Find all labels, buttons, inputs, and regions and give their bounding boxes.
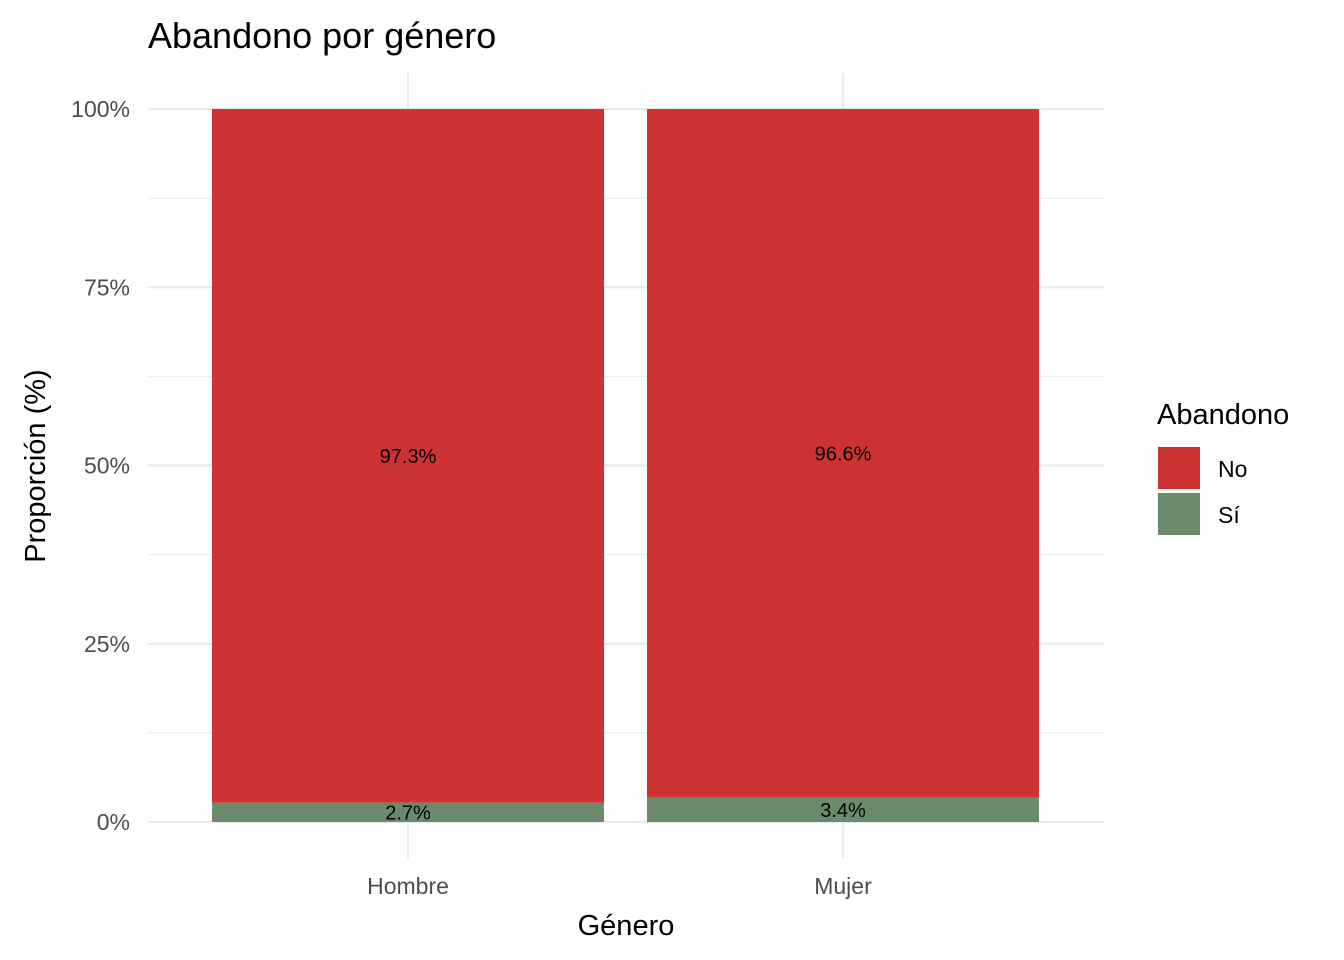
legend-swatch	[1158, 493, 1200, 535]
data-label: 96.6%	[815, 443, 872, 465]
bar-mujer-no	[647, 109, 1039, 798]
x-tick-label: Hombre	[367, 873, 449, 899]
bar-hombre-no	[212, 109, 604, 803]
y-tick-label: 75%	[84, 274, 130, 300]
bar-hombre-si	[212, 802, 604, 822]
legend-swatch	[1158, 447, 1200, 489]
legend-label: No	[1218, 456, 1247, 482]
data-label: 2.7%	[385, 802, 431, 824]
y-tick-label: 100%	[71, 96, 130, 122]
y-axis-title: Proporción (%)	[20, 369, 52, 562]
chart-title: Abandono por género	[148, 15, 496, 56]
legend-title: Abandono	[1157, 399, 1289, 431]
y-tick-label: 0%	[97, 809, 130, 835]
x-axis-ticks: Hombre Mujer	[367, 873, 872, 899]
data-label: 97.3%	[380, 446, 437, 468]
data-labels: 2.7% 97.3% 3.4% 96.6%	[380, 443, 872, 824]
x-tick-label: Mujer	[814, 873, 872, 899]
legend-label: Sí	[1218, 502, 1240, 528]
legend-items: No Sí	[1158, 447, 1247, 535]
y-tick-label: 25%	[84, 631, 130, 657]
bars	[212, 109, 1039, 822]
y-tick-label: 50%	[84, 453, 130, 479]
legend: Abandono No Sí	[1157, 399, 1289, 535]
y-axis-ticks: 0% 25% 50% 75% 100%	[71, 96, 130, 835]
data-label: 3.4%	[820, 800, 866, 822]
x-axis-title: Género	[578, 910, 675, 942]
bar-mujer-si	[647, 797, 1039, 822]
